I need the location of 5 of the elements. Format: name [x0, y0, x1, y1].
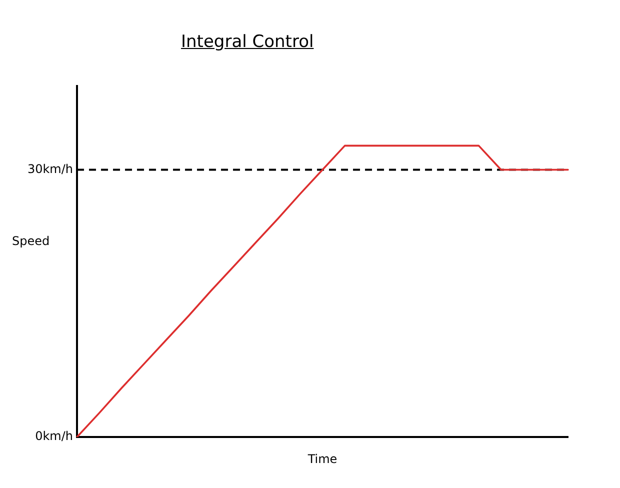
x-axis-title: Time [308, 452, 338, 466]
y-tick-label: 0km/h [35, 429, 73, 444]
y-tick-label: 30km/h [27, 162, 73, 176]
y-axis-title: Speed [12, 234, 50, 248]
chart-title: Integral Control [181, 32, 314, 52]
